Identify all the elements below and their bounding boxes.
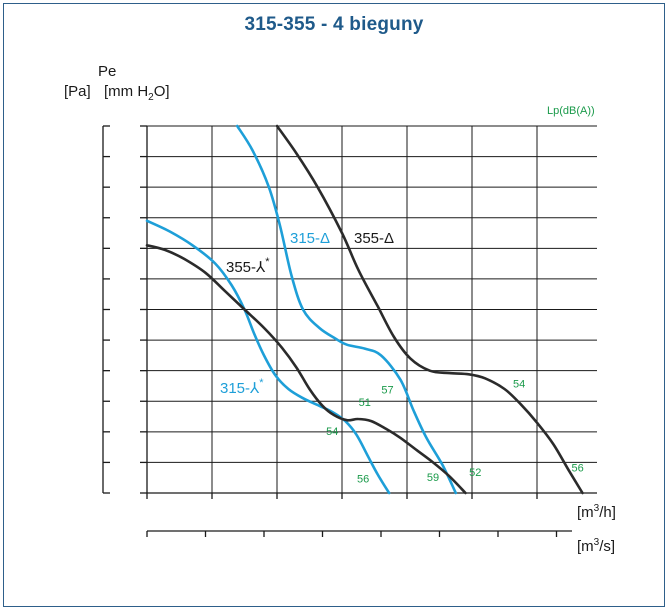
x-unit-m3h-end: /h]: [599, 504, 616, 521]
curve-label-sup: *: [265, 256, 270, 268]
noise-value: 56: [572, 463, 584, 475]
curve-label-0: 315-Δ: [290, 230, 330, 247]
noise-value: 59: [427, 472, 439, 484]
y-units-mmh2o-close: O]: [154, 83, 170, 100]
noise-value: 54: [513, 378, 525, 390]
x-unit-m3s-sup: 3: [594, 537, 600, 548]
chart-title: 315-355 - 4 bieguny: [244, 14, 424, 35]
curve-label-sup: *: [259, 377, 264, 389]
curve-label-main: 315-⅄: [220, 380, 260, 397]
noise-value: 57: [381, 385, 393, 397]
noise-value: 51: [359, 397, 371, 409]
x-unit-m3h: [m3/h]: [577, 503, 616, 521]
curve-3: [145, 244, 467, 495]
curve-label-main: 355-Δ: [354, 230, 394, 247]
curves: [145, 124, 584, 495]
x-unit-m3s-end: /s]: [599, 538, 615, 555]
y-units-mmh2o-sub: 2: [148, 92, 154, 103]
x-unit-m3s: [m3/s]: [577, 537, 615, 555]
y-label-pe: Pe: [98, 63, 116, 80]
chart-frame: [3, 3, 665, 607]
y-units-mmh2o-main: [mm H: [104, 83, 148, 100]
x-unit-m3h-main: [m: [577, 504, 594, 521]
noise-value: 56: [357, 473, 369, 485]
x-unit-m3s-main: [m: [577, 538, 594, 555]
noise-label: Lp(dB(A)): [547, 105, 595, 117]
curve-label-3: 355-⅄*: [226, 256, 270, 276]
axes: [102, 125, 597, 537]
grid: [147, 125, 597, 493]
curve-0: [235, 124, 458, 495]
curve-label-main: 355-⅄: [226, 259, 266, 276]
y-units-pa: [Pa]: [64, 83, 91, 100]
curve-label-main: 315-Δ: [290, 230, 330, 247]
curve-1: [275, 124, 584, 495]
noise-value: 54: [326, 426, 338, 438]
y-units-mmh2o: [mm H2O]: [104, 83, 170, 103]
curve-label-1: 355-Δ: [354, 230, 394, 247]
x-unit-m3h-sup: 3: [594, 503, 600, 514]
curve-label-2: 315-⅄*: [220, 377, 264, 397]
noise-value: 52: [469, 467, 481, 479]
curve-2: [145, 219, 391, 495]
